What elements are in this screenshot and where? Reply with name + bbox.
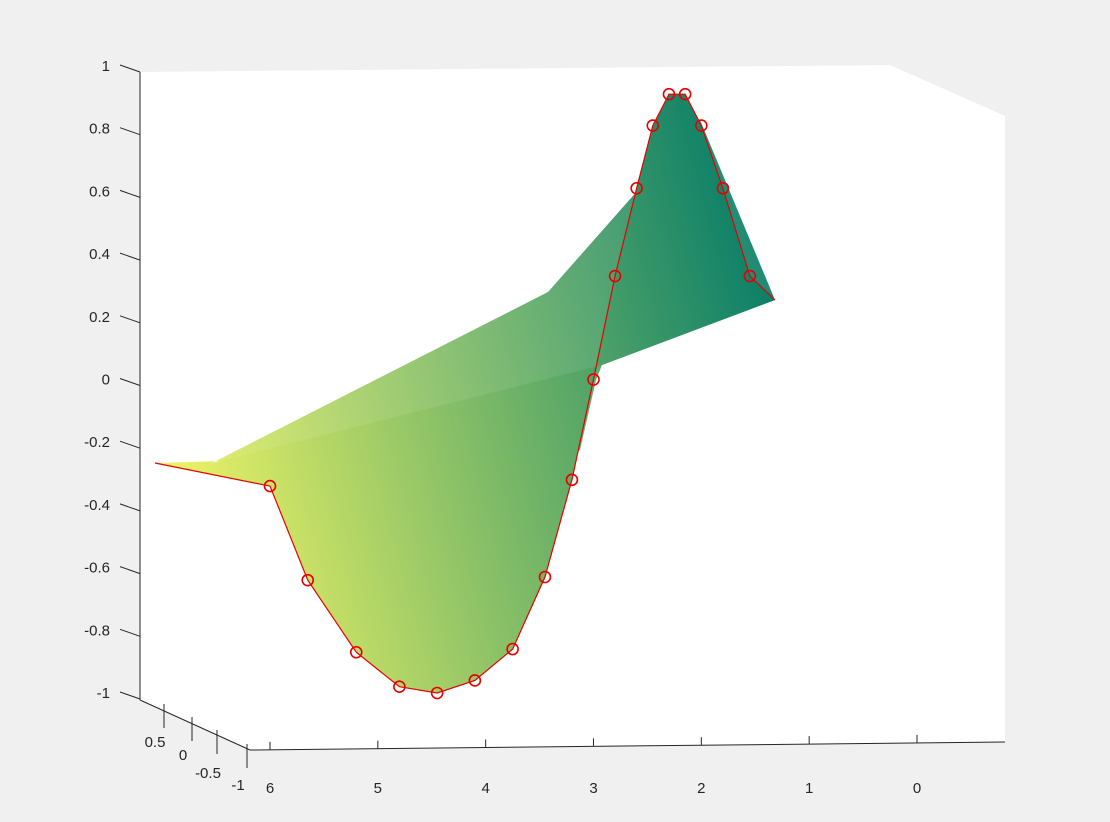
data-marker [587, 373, 600, 386]
data-marker [430, 686, 444, 700]
x-tick-label: 4 [481, 780, 489, 797]
data-marker [608, 269, 622, 283]
z-tick-label: 0 [102, 372, 110, 389]
y-tick-label: -0.5 [195, 765, 221, 782]
data-marker [263, 479, 277, 493]
z-tick-mark [119, 628, 141, 637]
data-marker [565, 473, 579, 487]
z-tick-mark [119, 64, 141, 73]
z-tick-label: -0.6 [84, 560, 110, 577]
z-tick-mark [119, 566, 141, 575]
z-tick-mark [119, 503, 141, 512]
data-marker [695, 119, 708, 132]
z-tick-label: 1 [102, 58, 110, 75]
data-markers [154, 87, 776, 700]
axis-ticks: 10.80.60.40.20-0.2-0.4-0.6-0.8-16 5 4 3 2 1 00… [84, 58, 921, 797]
z-tick-mark [119, 127, 141, 136]
x-tick-label: 1 [805, 780, 813, 797]
z-tick-mark [119, 378, 141, 386]
data-marker [538, 570, 552, 584]
data-marker [468, 674, 482, 687]
x-tick-label: 3 [589, 780, 597, 797]
z-tick-mark [119, 315, 141, 324]
z-tick-mark [119, 252, 141, 261]
data-marker [678, 87, 692, 101]
y-tick-label: -1 [231, 777, 244, 794]
z-tick-label: -1 [97, 685, 110, 702]
z-tick-label: 0.8 [89, 121, 110, 138]
y-tick-label: 0.5 [145, 734, 166, 751]
data-marker [393, 680, 406, 694]
data-marker [646, 119, 660, 132]
data-marker [301, 573, 315, 587]
surface [155, 94, 775, 694]
z-tick-mark [119, 440, 141, 449]
data-marker [349, 645, 363, 659]
z-tick-mark [119, 691, 141, 700]
data-marker [662, 87, 676, 101]
x-tick-label: 0 [913, 780, 921, 797]
x-tick-label: 5 [374, 780, 382, 797]
x-axis-line [249, 741, 1006, 751]
z-tick-label: 0.2 [89, 309, 110, 326]
data-marker [506, 642, 519, 656]
z-tick-label: -0.2 [84, 434, 110, 451]
surface-patch-front [155, 94, 775, 694]
x-tick-label: 2 [697, 780, 705, 797]
x-tick-label: 6 [266, 780, 274, 797]
data-marker [743, 269, 757, 283]
z-tick-label: 0.6 [89, 183, 110, 200]
data-marker [716, 181, 730, 195]
data-marker [630, 181, 643, 195]
z-tick-mark [119, 189, 141, 198]
z-tick-label: 0.4 [89, 246, 110, 263]
y-axis-line [139, 699, 251, 751]
y-tick-label: 0 [179, 747, 187, 764]
z-tick-label: -0.4 [84, 497, 110, 514]
z-tick-label: -0.8 [84, 622, 110, 639]
